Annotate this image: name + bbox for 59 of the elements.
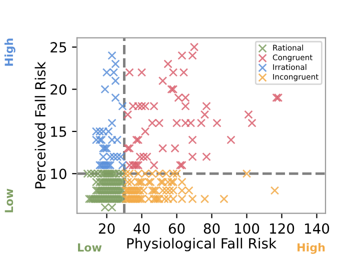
x-tick-label: 100 [235,223,260,234]
point [168,84,178,94]
point [108,51,116,60]
y-tick-label: 20 [50,84,66,95]
x-tick-label: 20 [98,223,115,234]
point [158,76,168,86]
point [111,93,120,102]
text: High [298,242,325,254]
point [188,136,197,144]
point [118,160,127,170]
point [244,110,253,119]
point [274,93,283,102]
y-tick-label: 15 [51,126,66,137]
point [200,110,210,119]
point [123,110,132,119]
point [188,152,197,162]
point [125,144,134,153]
point [167,84,176,94]
point [132,136,141,144]
y-axis-title: Perceived Fall Risk [34,62,46,188]
point [108,118,116,128]
point [150,160,158,170]
x-tick-label: 60 [168,223,185,234]
point [158,144,168,153]
point [170,144,180,153]
point [98,144,108,153]
point [202,102,211,111]
point [100,84,110,94]
point [123,144,132,153]
x-tick-label: 80 [204,223,220,234]
point [181,102,190,111]
x-tick-label: 120 [270,223,294,234]
point [212,118,222,128]
text: High [4,38,16,66]
y-tick-label: 10 [51,168,66,180]
y-tick-label: 25 [50,42,66,53]
point [137,68,146,77]
point [272,93,281,102]
x-tick-label: 140 [305,223,330,234]
text: Low [4,188,14,212]
point [202,152,211,162]
point [248,118,256,128]
point [125,68,134,77]
point [140,127,150,136]
text: Low [78,243,102,252]
point [190,42,199,52]
point [100,144,110,153]
point [164,60,172,68]
point [176,160,185,170]
point [111,76,120,86]
x-tick-label: 40 [134,223,150,234]
point [111,60,120,68]
point [226,136,236,144]
point [102,144,112,153]
point [178,160,186,170]
point [139,152,148,162]
point [134,136,143,144]
x-axis-title: Physiological Fall Risk [127,238,277,252]
point [118,102,127,111]
